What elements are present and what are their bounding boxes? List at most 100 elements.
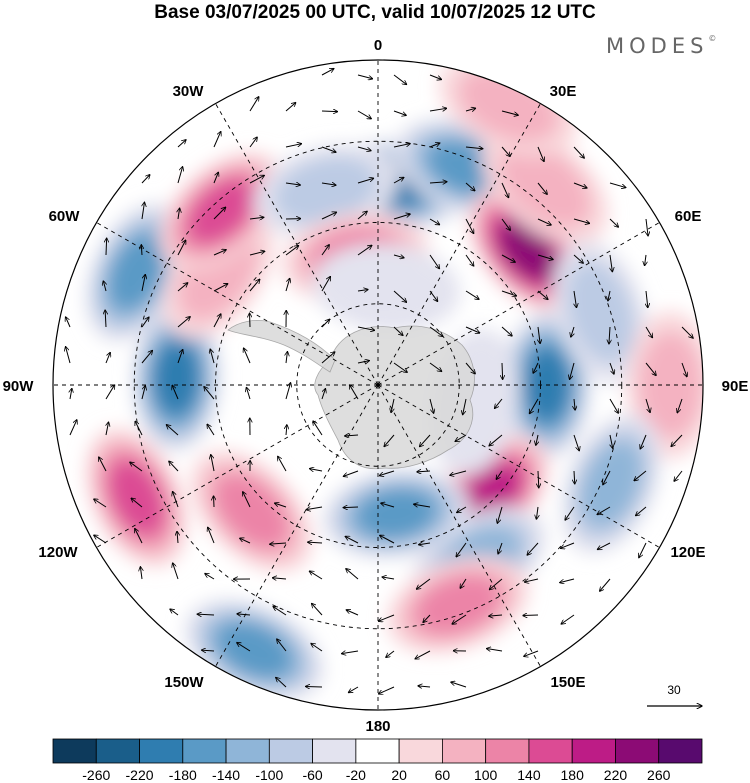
wind-vector bbox=[502, 362, 503, 379]
wind-vector bbox=[378, 686, 395, 694]
wind-vector bbox=[609, 398, 618, 413]
wind-vector bbox=[429, 254, 439, 269]
colorbar-swatch bbox=[268, 738, 314, 764]
meridian-label: 90W bbox=[3, 378, 35, 395]
wind-vector bbox=[244, 348, 251, 364]
wind-vector bbox=[455, 434, 467, 441]
wind-vector bbox=[465, 362, 475, 374]
wind-vector bbox=[497, 506, 503, 523]
colorbar-tick-label: 140 bbox=[517, 767, 541, 783]
wind-vector bbox=[309, 571, 323, 580]
meridian-label: 30E bbox=[550, 83, 577, 100]
wind-vector bbox=[142, 202, 144, 220]
wind-vector bbox=[321, 183, 336, 185]
wind-vector bbox=[533, 362, 539, 373]
wind-vector bbox=[609, 182, 626, 188]
wind-vector bbox=[275, 503, 287, 508]
wind-vector bbox=[285, 278, 290, 292]
wind-vector bbox=[177, 140, 186, 148]
wind-vector bbox=[457, 506, 467, 513]
wind-vector bbox=[249, 137, 257, 148]
wind-vector bbox=[561, 542, 575, 548]
wind-vector bbox=[173, 563, 179, 580]
wind-vector bbox=[465, 147, 483, 149]
wind-vector bbox=[306, 507, 323, 510]
wind-vector bbox=[609, 218, 618, 227]
wind-vector bbox=[311, 643, 323, 652]
meridian-line bbox=[215, 384, 379, 667]
wind-vector bbox=[610, 434, 613, 448]
wind-vector bbox=[561, 614, 575, 624]
wind-vector bbox=[357, 74, 373, 79]
wind-vector bbox=[306, 686, 323, 687]
wind-vector bbox=[346, 569, 359, 580]
wind-vector bbox=[600, 578, 611, 591]
wind-vector bbox=[213, 284, 228, 292]
wind-vector bbox=[131, 498, 143, 508]
wind-vector bbox=[419, 543, 431, 545]
wind-vector bbox=[452, 614, 467, 624]
wind-vector bbox=[379, 470, 395, 476]
wind-vector bbox=[249, 97, 259, 112]
wind-vector bbox=[141, 350, 152, 364]
wind-vector bbox=[94, 535, 107, 544]
wind-vector bbox=[465, 182, 475, 191]
graticule bbox=[53, 60, 703, 710]
wind-vector bbox=[501, 182, 509, 198]
wind-vector bbox=[460, 578, 467, 588]
colorbar-tick-label: 60 bbox=[435, 767, 451, 783]
wind-vector bbox=[249, 251, 265, 256]
wind-vector bbox=[418, 686, 431, 687]
wind-vector bbox=[357, 178, 374, 184]
wind-vector bbox=[140, 567, 142, 580]
wind-vector bbox=[465, 290, 479, 299]
wind-vector bbox=[570, 362, 575, 379]
wind-vector bbox=[357, 110, 371, 119]
wind-vector bbox=[501, 290, 517, 296]
wind-vector bbox=[381, 503, 395, 508]
colorbar-tick-label: 260 bbox=[647, 767, 671, 783]
wind-vector bbox=[204, 387, 215, 400]
brand-logo: MODES© bbox=[606, 34, 716, 58]
wind-vector bbox=[489, 615, 503, 616]
meridian-label: 90E bbox=[722, 378, 749, 395]
wind-vector bbox=[465, 218, 474, 234]
wind-vector bbox=[645, 362, 656, 376]
wind-vector bbox=[177, 531, 178, 544]
wind-vector bbox=[645, 254, 646, 266]
wind-vector bbox=[393, 177, 404, 184]
meridian-label: 60W bbox=[49, 208, 81, 225]
vector-reference: 30 bbox=[647, 683, 702, 706]
wind-vector bbox=[574, 470, 575, 484]
wind-vector bbox=[240, 538, 251, 544]
wind-vector bbox=[321, 212, 337, 220]
wind-vector bbox=[99, 457, 107, 472]
wind-vector bbox=[393, 144, 410, 148]
wind-vector bbox=[416, 578, 431, 589]
wind-vector bbox=[529, 398, 539, 414]
wind-vector bbox=[246, 387, 251, 400]
wind-vector bbox=[610, 254, 612, 272]
wind-vector bbox=[276, 677, 287, 688]
wind-vector bbox=[537, 254, 553, 260]
wind-vector bbox=[357, 211, 367, 220]
wind-vector bbox=[380, 535, 395, 544]
wind-vector bbox=[66, 317, 71, 328]
wind-vector bbox=[393, 255, 404, 258]
colorbar-tick-label: 100 bbox=[474, 767, 498, 783]
anomaly-cell bbox=[132, 303, 221, 452]
wind-vector bbox=[608, 290, 610, 301]
wind-vector bbox=[172, 385, 179, 400]
wind-vector bbox=[393, 74, 407, 85]
wind-vector bbox=[501, 326, 512, 336]
wind-vector bbox=[597, 506, 611, 515]
wind-vector bbox=[141, 317, 149, 328]
colorbar-swatch bbox=[615, 738, 660, 764]
colorbar-swatch bbox=[182, 738, 227, 764]
meridian-label: 120E bbox=[670, 544, 705, 561]
meridian-line bbox=[215, 103, 379, 386]
wind-vector bbox=[345, 435, 359, 436]
colorbar-swatch bbox=[398, 738, 443, 764]
wind-vector bbox=[573, 182, 587, 188]
wind-vector bbox=[177, 349, 183, 364]
